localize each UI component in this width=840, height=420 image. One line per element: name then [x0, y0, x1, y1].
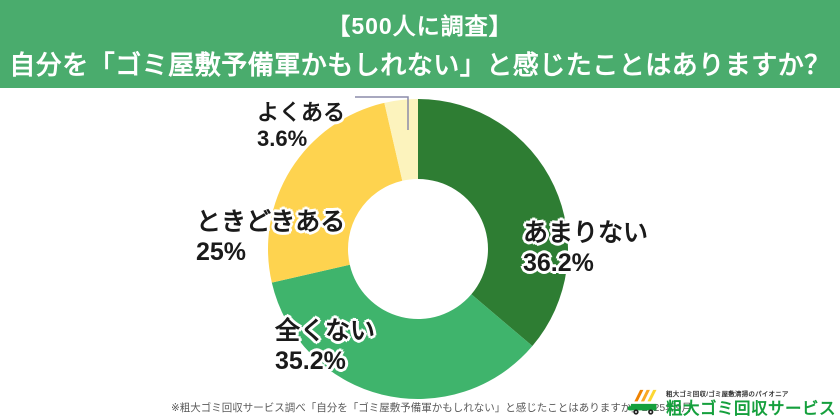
leader-line-yokuaru — [355, 96, 409, 130]
slice-label-value: 35.2% — [275, 346, 346, 375]
donut-slice — [384, 99, 418, 181]
slice-label-text: 全くない — [275, 317, 376, 345]
logo-tagline: 粗大ゴミ回収/ゴミ屋敷清掃のパイオニア — [666, 391, 789, 398]
slice-label-text: よくある — [257, 100, 346, 125]
slice-label-value: 3.6% — [257, 125, 308, 151]
slice-label-value: 25% — [196, 237, 247, 266]
source-note: ※粗大ゴミ回収サービス調べ「自分を「ゴミ屋敷予備軍かもしれない」と感じたことはあ… — [171, 402, 692, 414]
logo-name: 粗大ゴミ回収サービス — [666, 399, 836, 418]
slice-label-text: あまりない — [523, 219, 649, 247]
brand-logo: 粗大ゴミ回収/ゴミ屋敷清掃のパイオニア 粗大ゴミ回収サービス — [627, 389, 836, 417]
slice-label-mattakunai: 全くない 35.2% — [275, 317, 375, 376]
slice-label-yokuaru: よくある 3.6% — [257, 100, 345, 152]
slice-label-value: 36.2% — [523, 248, 594, 277]
slice-label-amarinai: あまりない 36.2% — [523, 219, 648, 278]
header-title: 自分を「ゴミ屋敷予備軍かもしれない」と感じたことはありますか？ — [9, 49, 831, 80]
slice-label-text: ときどきある — [196, 208, 346, 236]
truck-icon — [627, 389, 657, 415]
header-subtitle: 【500人に調査】 — [327, 12, 513, 39]
header-banner: 【500人に調査】 自分を「ゴミ屋敷予備軍かもしれない」と感じたことはありますか… — [0, 0, 840, 88]
slice-label-tokidokiaru: ときどきある 25% — [196, 208, 345, 267]
